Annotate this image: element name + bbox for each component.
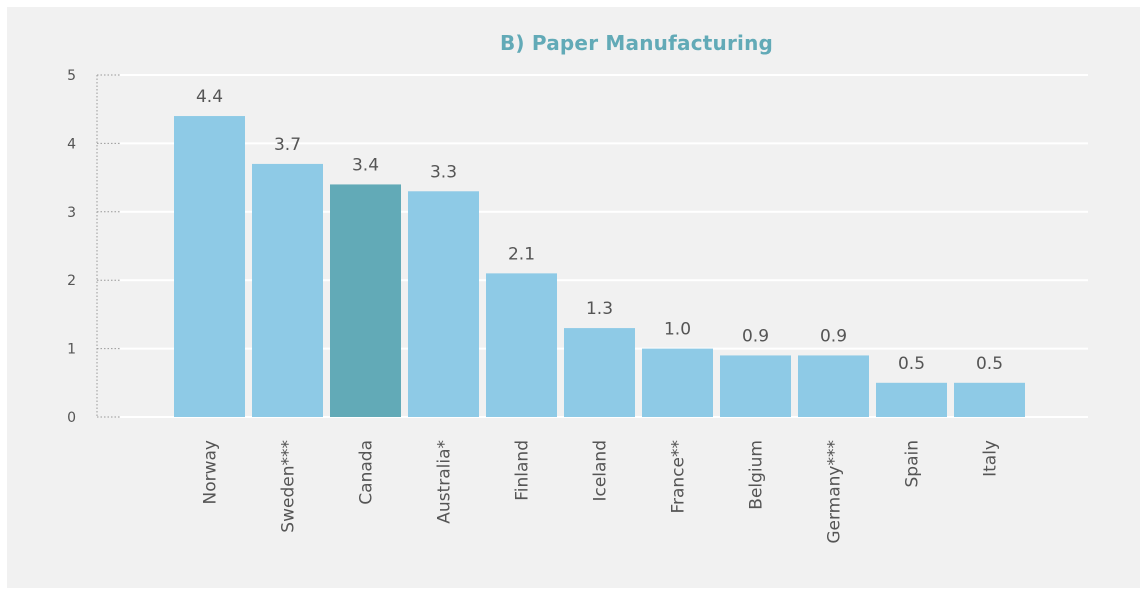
value-label: 0.5 xyxy=(976,354,1003,374)
value-label: 0.9 xyxy=(742,326,769,346)
bar-canada xyxy=(330,184,401,417)
bars xyxy=(174,116,1025,417)
x-tick-label: Sweden*** xyxy=(279,440,299,533)
y-tick-label: 1 xyxy=(67,342,76,358)
x-tick-label: Canada xyxy=(357,440,377,505)
x-tick-label: Italy xyxy=(981,440,1001,477)
y-tick-label: 4 xyxy=(67,136,76,152)
x-axis-labels: Norway Sweden*** Canada Australia* Finland Ic… xyxy=(201,440,1001,544)
y-tick-label: 0 xyxy=(67,410,76,426)
value-label: 0.9 xyxy=(820,326,847,346)
bar-spain xyxy=(876,382,947,417)
x-tick-label: Spain xyxy=(903,440,923,488)
bar-france xyxy=(642,348,713,417)
value-labels: 4.4 3.7 3.4 3.3 2.1 1.3 1.0 0.9 0.9 0.5 0.5 xyxy=(196,87,1003,374)
bar-norway xyxy=(174,116,245,417)
value-label: 3.3 xyxy=(430,162,457,182)
value-label: 1.3 xyxy=(586,299,613,319)
chart-title: B) Paper Manufacturing xyxy=(499,31,774,55)
y-tick-label: 5 xyxy=(67,68,76,84)
bar-belgium xyxy=(720,355,791,417)
value-label: 3.4 xyxy=(352,155,379,175)
value-label: 1.0 xyxy=(664,320,691,340)
value-label: 0.5 xyxy=(898,354,925,374)
bar-sweden xyxy=(252,163,323,417)
x-tick-label: Germany*** xyxy=(825,440,845,544)
bar-australia xyxy=(408,191,479,417)
x-tick-label: Norway xyxy=(201,440,221,505)
bar-iceland xyxy=(564,328,635,417)
value-label: 3.7 xyxy=(274,135,301,155)
value-label: 4.4 xyxy=(196,87,223,107)
x-tick-label: Belgium xyxy=(747,440,767,510)
bar-italy xyxy=(954,382,1025,417)
bar-finland xyxy=(486,273,557,417)
y-tick-label: 3 xyxy=(67,205,76,221)
y-tick-label: 2 xyxy=(67,273,76,289)
value-label: 2.1 xyxy=(508,244,535,264)
x-tick-label: Australia* xyxy=(435,440,455,524)
bar-germany xyxy=(798,355,869,417)
x-tick-label: Iceland xyxy=(591,440,611,502)
x-tick-label: France** xyxy=(669,440,689,514)
y-axis: 0 1 2 3 4 5 xyxy=(67,68,120,426)
x-tick-label: Finland xyxy=(513,440,533,501)
